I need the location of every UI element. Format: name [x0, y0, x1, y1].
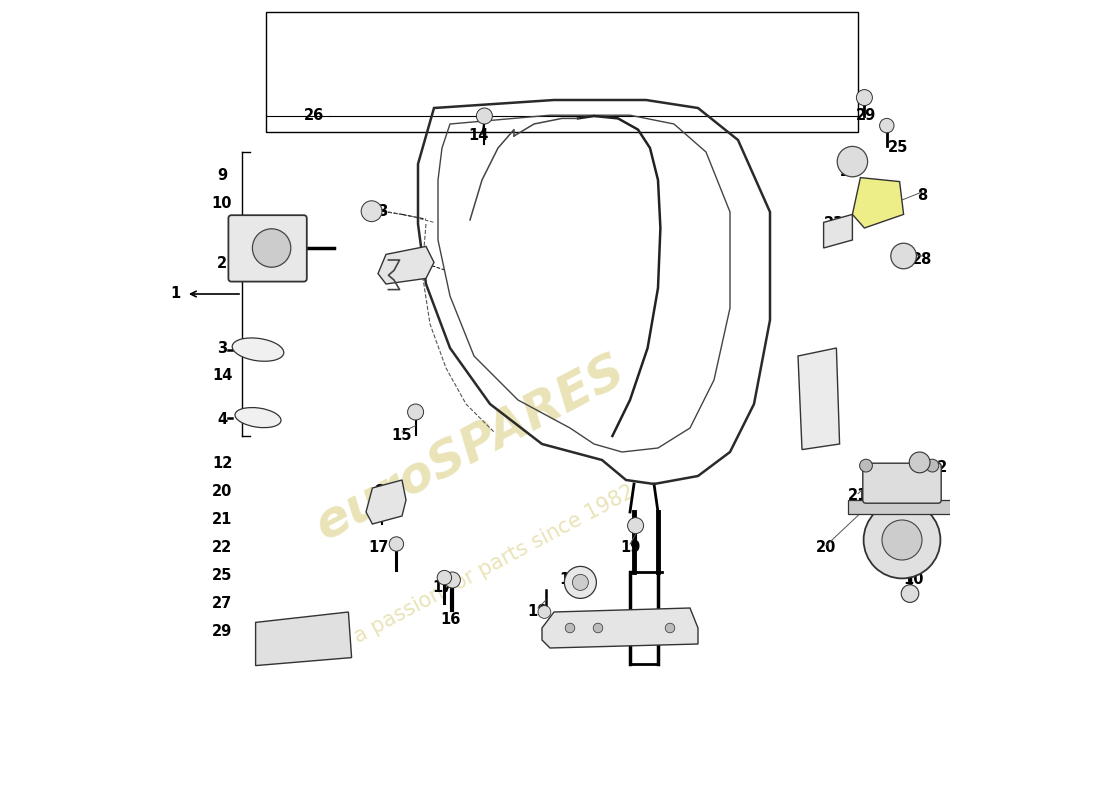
Text: 25: 25 [212, 569, 232, 583]
Circle shape [564, 566, 596, 598]
Polygon shape [852, 178, 903, 228]
Circle shape [538, 606, 551, 618]
Polygon shape [366, 480, 406, 524]
Text: 23: 23 [824, 217, 844, 231]
Text: 25: 25 [888, 141, 909, 155]
Text: 11: 11 [560, 573, 581, 587]
Circle shape [565, 623, 575, 633]
Circle shape [628, 518, 643, 534]
Text: 14: 14 [468, 129, 488, 143]
Circle shape [882, 520, 922, 560]
Text: 18: 18 [528, 605, 548, 619]
Text: 1: 1 [170, 286, 180, 302]
Circle shape [857, 90, 872, 106]
Text: 17: 17 [432, 581, 452, 595]
Text: 2: 2 [217, 257, 227, 271]
Text: 14: 14 [212, 369, 232, 383]
Circle shape [252, 229, 290, 267]
Circle shape [444, 572, 461, 588]
Circle shape [361, 201, 382, 222]
Circle shape [666, 623, 674, 633]
Text: 6: 6 [373, 485, 383, 499]
Circle shape [864, 502, 940, 578]
FancyBboxPatch shape [862, 463, 942, 503]
Text: 10: 10 [904, 573, 924, 587]
Text: 17: 17 [367, 541, 388, 555]
FancyBboxPatch shape [229, 215, 307, 282]
Polygon shape [798, 348, 839, 450]
Text: 12: 12 [212, 457, 232, 471]
Circle shape [837, 146, 868, 177]
Circle shape [901, 585, 918, 602]
Text: 9: 9 [813, 405, 823, 419]
Polygon shape [848, 500, 954, 514]
Circle shape [910, 452, 930, 473]
Text: 3: 3 [217, 341, 227, 355]
Circle shape [389, 537, 404, 551]
Text: 8: 8 [917, 189, 927, 203]
Text: 20: 20 [816, 541, 836, 555]
Circle shape [880, 118, 894, 133]
Text: 5: 5 [385, 269, 395, 283]
Text: 27: 27 [272, 621, 293, 635]
Text: euroSPARES: euroSPARES [307, 346, 634, 550]
Text: 26: 26 [304, 109, 324, 123]
Text: 29: 29 [212, 625, 232, 639]
Polygon shape [255, 612, 352, 666]
Circle shape [572, 574, 588, 590]
Text: 13: 13 [367, 205, 388, 219]
Circle shape [926, 459, 938, 472]
Text: 19: 19 [619, 541, 640, 555]
Text: 16: 16 [440, 613, 460, 627]
Text: 4: 4 [217, 413, 227, 427]
Text: 27: 27 [212, 597, 232, 611]
Polygon shape [378, 246, 434, 284]
Circle shape [891, 243, 916, 269]
Text: 10: 10 [211, 197, 232, 211]
Polygon shape [824, 214, 852, 248]
Text: 21: 21 [848, 489, 868, 503]
Text: 29: 29 [856, 109, 876, 123]
Ellipse shape [235, 407, 280, 428]
Text: 20: 20 [212, 485, 232, 499]
Text: a passion for parts since 1982: a passion for parts since 1982 [350, 482, 638, 646]
Text: 7: 7 [597, 629, 607, 643]
Text: 24: 24 [840, 165, 860, 179]
Text: 22: 22 [928, 461, 948, 475]
Circle shape [408, 404, 424, 420]
Circle shape [593, 623, 603, 633]
Text: 28: 28 [912, 253, 932, 267]
Circle shape [437, 570, 452, 585]
Polygon shape [542, 608, 698, 648]
Text: 9: 9 [217, 169, 227, 183]
Text: 21: 21 [212, 513, 232, 527]
Text: 12: 12 [288, 650, 308, 665]
Text: 15: 15 [392, 429, 412, 443]
Ellipse shape [232, 338, 284, 362]
Text: 22: 22 [212, 541, 232, 555]
Circle shape [476, 108, 493, 124]
Circle shape [859, 459, 872, 472]
